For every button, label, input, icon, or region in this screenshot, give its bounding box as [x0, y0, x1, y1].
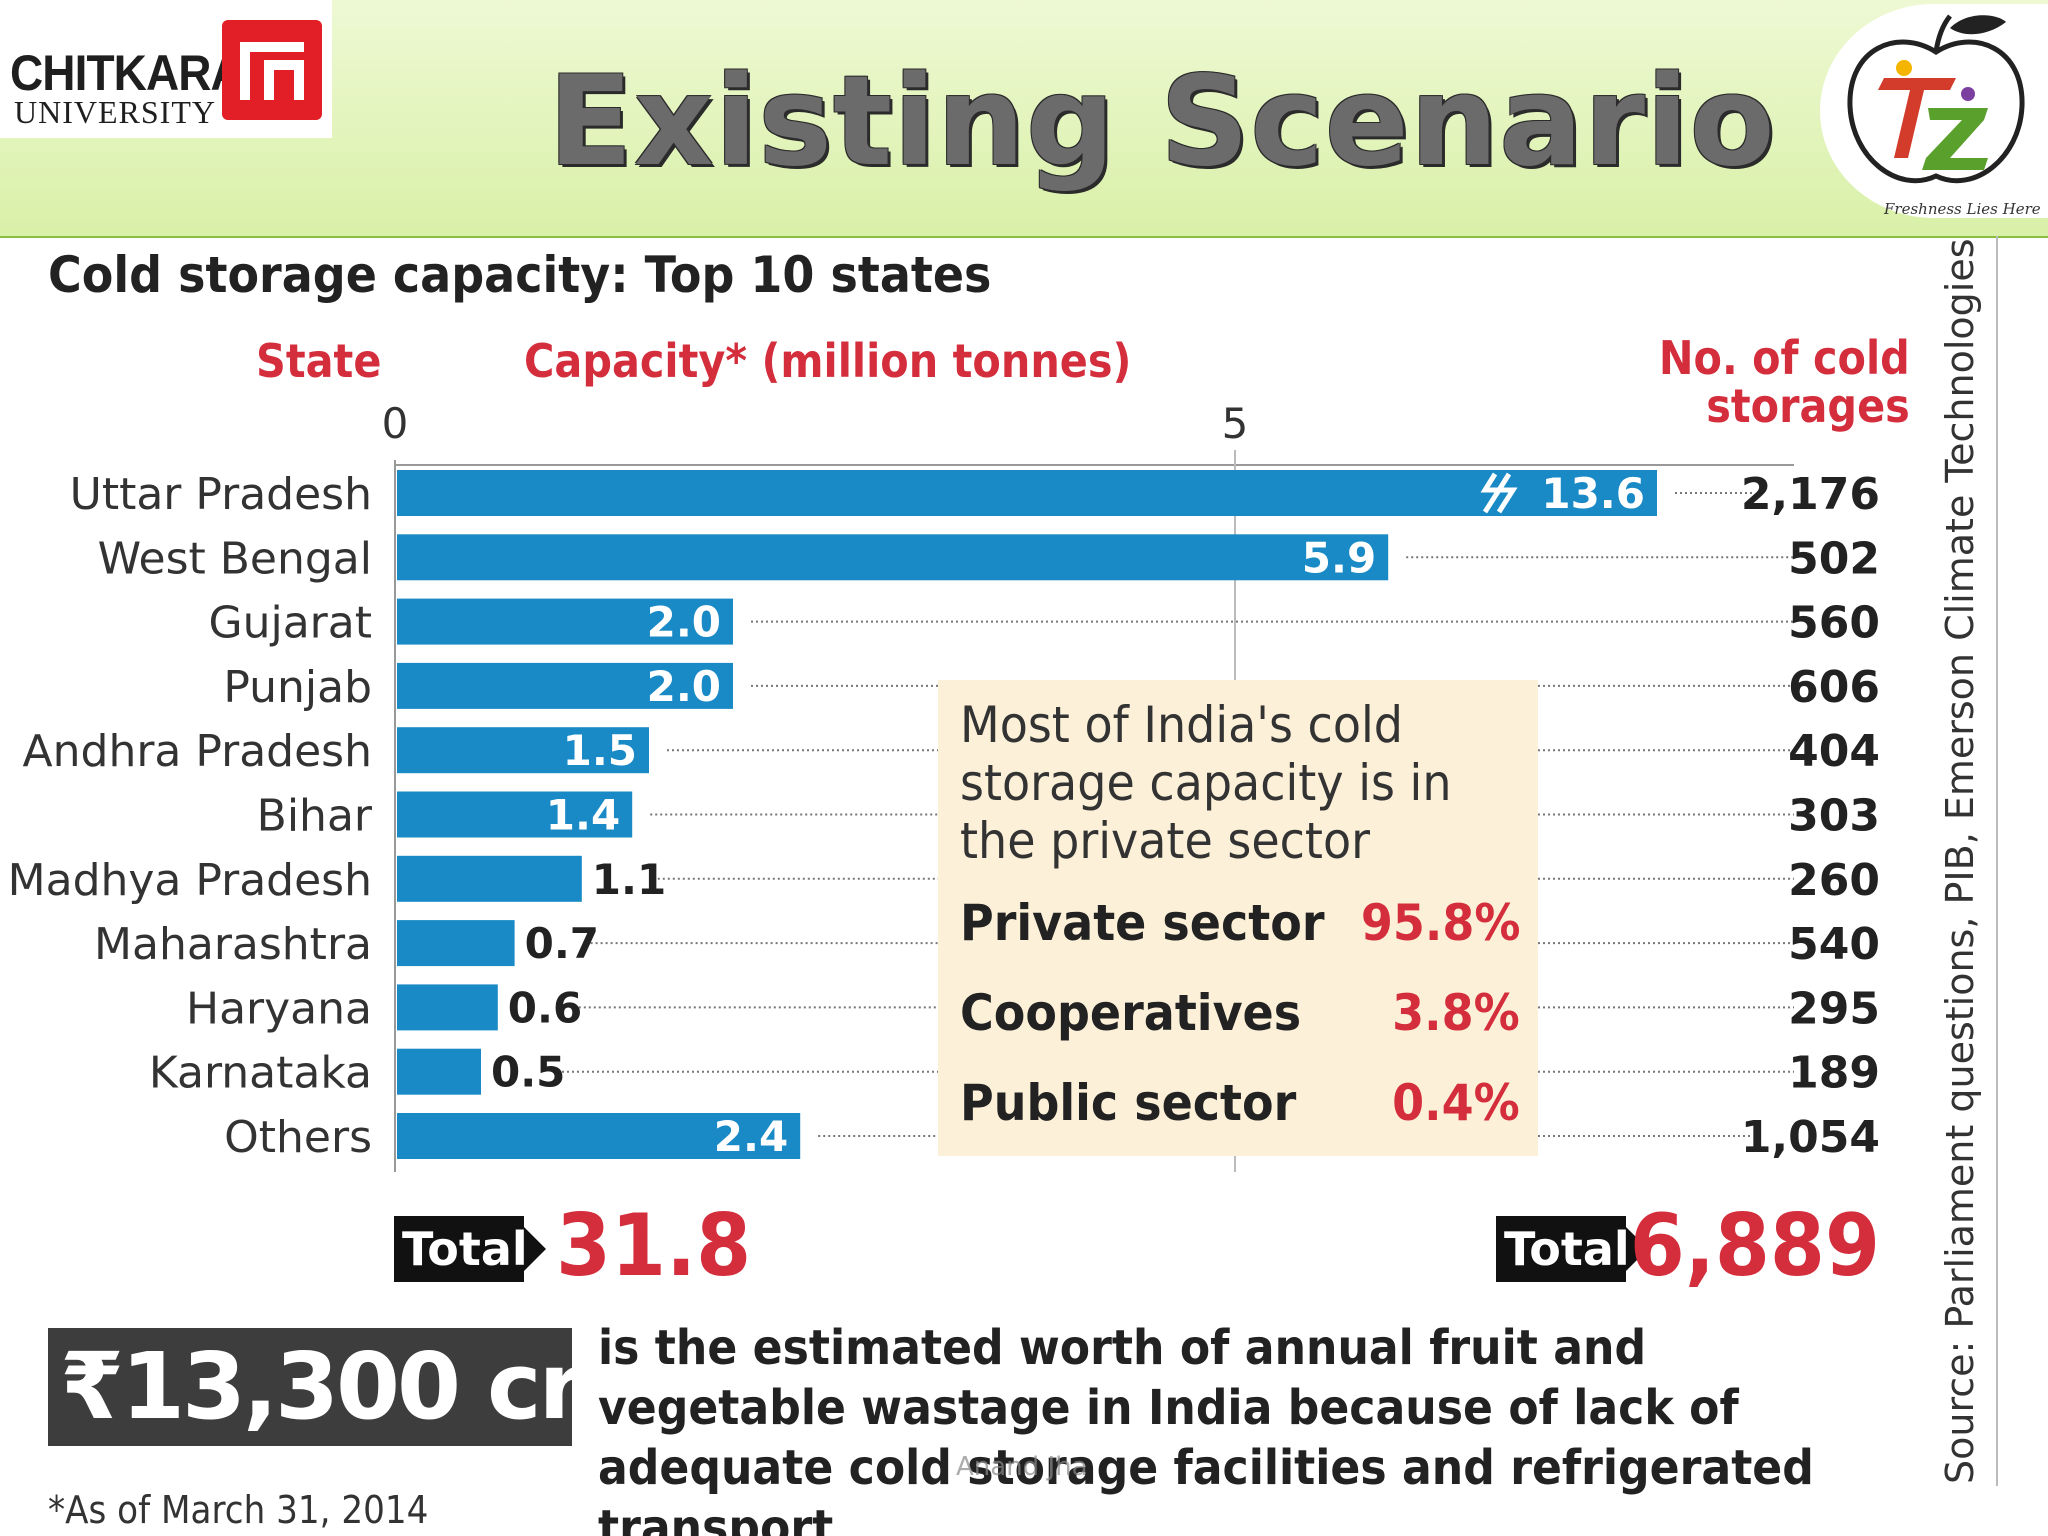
capacity-bar [397, 920, 515, 967]
storage-count-label: 502 [1788, 533, 1880, 584]
logo-mark-icon [222, 20, 322, 120]
wastage-worth-badge: ₹13,300 cr [48, 1328, 572, 1446]
chart-bars [397, 470, 1657, 1159]
logo-wordmark-line2: UNIVERSITY [14, 94, 216, 130]
footnote: *As of March 31, 2014 [48, 1488, 429, 1532]
storage-count-label: 560 [1788, 598, 1880, 649]
chart-title: Cold storage capacity: Top 10 states [48, 246, 992, 304]
chart-labels: 0 5 Uttar Pradesh 13.6 2,176 West Bengal 5.9 50… [8, 399, 1880, 1163]
capacity-bar [397, 984, 498, 1031]
storage-count-label: 606 [1788, 662, 1880, 713]
x-tick-label: 0 [382, 399, 409, 448]
column-header-storage-count-line2: storages [1706, 379, 1910, 433]
capacity-value-label: 0.6 [508, 983, 582, 1032]
total-storages-value: 6,889 [1629, 1196, 1880, 1296]
column-header-state: State [256, 334, 382, 388]
storage-count-label: 2,176 [1741, 469, 1880, 520]
capacity-bar [397, 470, 1657, 516]
state-label: Haryana [186, 983, 372, 1034]
sector-row-private: Private sector 95.8% [960, 894, 1520, 958]
x-tick-label: 5 [1222, 399, 1249, 448]
state-label: Uttar Pradesh [70, 469, 372, 520]
sector-share: 95.8% [1360, 894, 1520, 952]
sector-name: Private sector [960, 894, 1325, 952]
storage-count-label: 540 [1788, 919, 1880, 970]
capacity-bar [397, 855, 582, 902]
capacity-bar [397, 598, 733, 645]
watermark: Anand Jha [956, 1452, 1088, 1482]
state-label: Madhya Pradesh [8, 855, 372, 906]
sector-name: Cooperatives [960, 984, 1302, 1042]
storage-count-label: 260 [1788, 855, 1880, 906]
capacity-value-label: 13.6 [1541, 469, 1645, 518]
state-label: Bihar [257, 791, 373, 842]
slide-title: Existing Scenario [548, 50, 1776, 194]
capacity-value-label: 0.5 [491, 1048, 565, 1097]
state-label: Andhra Pradesh [23, 726, 372, 777]
private-sector-callout: Most of India's cold storage capacity is… [938, 680, 1538, 1156]
storage-count-label: 189 [1788, 1048, 1880, 1099]
capacity-value-label: 2.0 [647, 662, 721, 711]
column-header-storage-count-line1: No. of cold [1659, 331, 1910, 385]
total-capacity-value: 31.8 [556, 1196, 752, 1296]
sector-share: 3.8% [1392, 984, 1520, 1042]
source-divider [1996, 236, 1998, 1486]
capacity-bar [397, 1048, 481, 1095]
freshness-logo: Freshness Lies Here [1820, 4, 2048, 218]
capacity-bar [397, 727, 649, 774]
logo-tagline: Freshness Lies Here [1884, 200, 2041, 218]
capacity-bar [397, 791, 633, 838]
column-header-storage-count: No. of cold storages [1659, 334, 1910, 430]
state-label: Punjab [223, 662, 372, 713]
capacity-value-label: 2.4 [714, 1112, 788, 1161]
column-header-storage-count-text: No. of cold storages [1659, 331, 1910, 433]
capacity-bar [397, 1113, 801, 1159]
slide-header: CHITKARA UNIVERSITY Existing Scenario Fr… [0, 0, 2048, 238]
storage-count-label: 404 [1788, 726, 1880, 777]
capacity-value-label: 1.4 [546, 791, 620, 840]
state-label: Gujarat [209, 598, 372, 649]
sector-row-cooperatives: Cooperatives 3.8% [960, 984, 1520, 1048]
wastage-description: is the estimated worth of annual fruit a… [598, 1320, 1814, 1536]
state-label: West Bengal [98, 533, 372, 584]
sector-share: 0.4% [1392, 1074, 1520, 1132]
column-header-capacity: Capacity* (million tonnes) [524, 334, 1132, 388]
storage-count-label: 295 [1788, 983, 1880, 1034]
capacity-bar [397, 662, 733, 709]
chitkara-logo: CHITKARA UNIVERSITY [0, 0, 332, 138]
state-label: Karnataka [149, 1048, 372, 1099]
capacity-value-label: 2.0 [647, 598, 721, 647]
logo-wordmark-line1: CHITKARA [10, 45, 244, 101]
axis-break-icon [1480, 472, 1518, 514]
storage-count-label: 303 [1788, 791, 1880, 842]
source-credit: Source: Parliament questions, PIB, Emers… [1938, 238, 1982, 1484]
sector-row-public: Public sector 0.4% [960, 1074, 1520, 1138]
total-capacity-tag: Total [394, 1216, 546, 1282]
capacity-value-label: 5.9 [1302, 533, 1376, 582]
storage-count-label: 1,054 [1741, 1112, 1880, 1163]
capacity-bar [397, 534, 1389, 581]
capacity-value-label: 1.5 [563, 726, 637, 775]
state-label: Others [224, 1112, 372, 1163]
state-label: Maharashtra [94, 919, 372, 970]
apple-logo-icon [1847, 14, 2025, 184]
capacity-value-label: 1.1 [592, 855, 666, 904]
callout-text: Most of India's cold storage capacity is… [960, 696, 1452, 870]
total-storages-tag: Total [1496, 1216, 1648, 1282]
sector-name: Public sector [960, 1074, 1297, 1132]
capacity-value-label: 0.7 [525, 919, 599, 968]
